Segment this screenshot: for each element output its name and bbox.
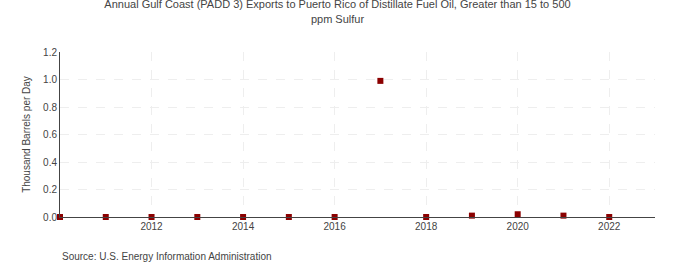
svg-text:0.6: 0.6	[43, 129, 57, 140]
svg-text:1.2: 1.2	[43, 47, 57, 58]
svg-text:0.8: 0.8	[43, 102, 57, 113]
svg-text:2012: 2012	[140, 221, 163, 232]
svg-text:1.0: 1.0	[43, 74, 57, 85]
svg-text:2018: 2018	[415, 221, 438, 232]
svg-text:Annual Gulf Coast (PADD 3) Exp: Annual Gulf Coast (PADD 3) Exports to Pu…	[104, 0, 570, 25]
svg-text:2020: 2020	[507, 221, 530, 232]
svg-text:0.0: 0.0	[43, 212, 57, 223]
svg-text:2014: 2014	[232, 221, 255, 232]
svg-text:0.4: 0.4	[43, 157, 57, 168]
svg-text:0.2: 0.2	[43, 184, 57, 195]
svg-text:Source: U.S. Energy Informatio: Source: U.S. Energy Information Administ…	[62, 251, 272, 262]
svg-text:Thousand Barrels per Day: Thousand Barrels per Day	[21, 76, 32, 193]
svg-text:2016: 2016	[323, 221, 346, 232]
svg-text:2022: 2022	[598, 221, 621, 232]
